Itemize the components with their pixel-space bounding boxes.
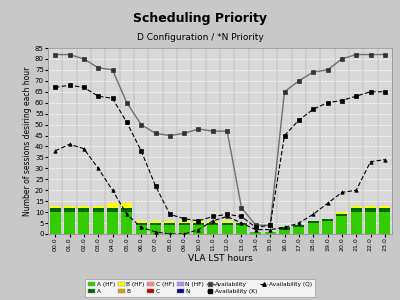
Bar — [193, 223, 204, 225]
Bar — [136, 225, 146, 234]
Text: Scheduling Priority: Scheduling Priority — [133, 12, 267, 25]
Bar — [351, 212, 362, 234]
Bar — [250, 232, 261, 234]
Bar — [308, 221, 318, 223]
Bar — [193, 225, 204, 234]
Bar — [122, 212, 132, 234]
Bar — [78, 206, 89, 208]
Bar — [64, 206, 75, 208]
Bar — [150, 225, 161, 234]
Bar — [308, 223, 318, 234]
Bar — [136, 223, 146, 225]
Bar — [351, 206, 362, 208]
Bar — [322, 219, 333, 221]
Legend: A (HF), A, B (HF), B, C (HF), C, N (HF), N, Availability, Availability (K), Avai: A (HF), A, B (HF), B, C (HF), C, N (HF),… — [85, 279, 315, 297]
Bar — [222, 221, 232, 223]
Bar — [265, 232, 276, 234]
Text: D Configuration / *N Priority: D Configuration / *N Priority — [137, 33, 263, 42]
Bar — [179, 221, 190, 223]
Bar — [64, 208, 75, 212]
Bar — [208, 223, 218, 225]
Bar — [50, 212, 60, 234]
Bar — [93, 206, 104, 208]
Bar — [336, 212, 347, 214]
Bar — [93, 208, 104, 212]
Bar — [279, 227, 290, 230]
Bar — [164, 221, 175, 223]
Bar — [179, 225, 190, 234]
Bar — [236, 225, 247, 234]
Bar — [336, 214, 347, 217]
Bar — [150, 221, 161, 223]
Bar — [78, 212, 89, 234]
Bar — [351, 208, 362, 212]
Bar — [122, 208, 132, 212]
Bar — [322, 221, 333, 234]
Bar — [107, 203, 118, 208]
Bar — [164, 223, 175, 225]
Bar — [78, 208, 89, 212]
Bar — [107, 208, 118, 212]
Bar — [365, 208, 376, 212]
Bar — [380, 208, 390, 212]
Bar — [222, 225, 232, 234]
Bar — [294, 225, 304, 227]
Bar — [365, 212, 376, 234]
Bar — [50, 208, 60, 212]
Bar — [208, 221, 218, 223]
Bar — [365, 206, 376, 208]
Bar — [150, 223, 161, 225]
Bar — [336, 217, 347, 234]
Bar — [50, 206, 60, 208]
Bar — [64, 212, 75, 234]
Bar — [208, 225, 218, 234]
Bar — [222, 223, 232, 225]
Bar — [107, 212, 118, 234]
Bar — [164, 225, 175, 234]
Bar — [136, 221, 146, 223]
X-axis label: VLA LST hours: VLA LST hours — [188, 254, 252, 263]
Bar — [193, 221, 204, 223]
Bar — [294, 227, 304, 234]
Bar — [236, 223, 247, 225]
Bar — [179, 223, 190, 225]
Bar — [93, 212, 104, 234]
Bar — [380, 212, 390, 234]
Bar — [122, 203, 132, 208]
Bar — [380, 206, 390, 208]
Bar — [279, 230, 290, 234]
Y-axis label: Number of sessions desiring each hour: Number of sessions desiring each hour — [23, 66, 32, 216]
